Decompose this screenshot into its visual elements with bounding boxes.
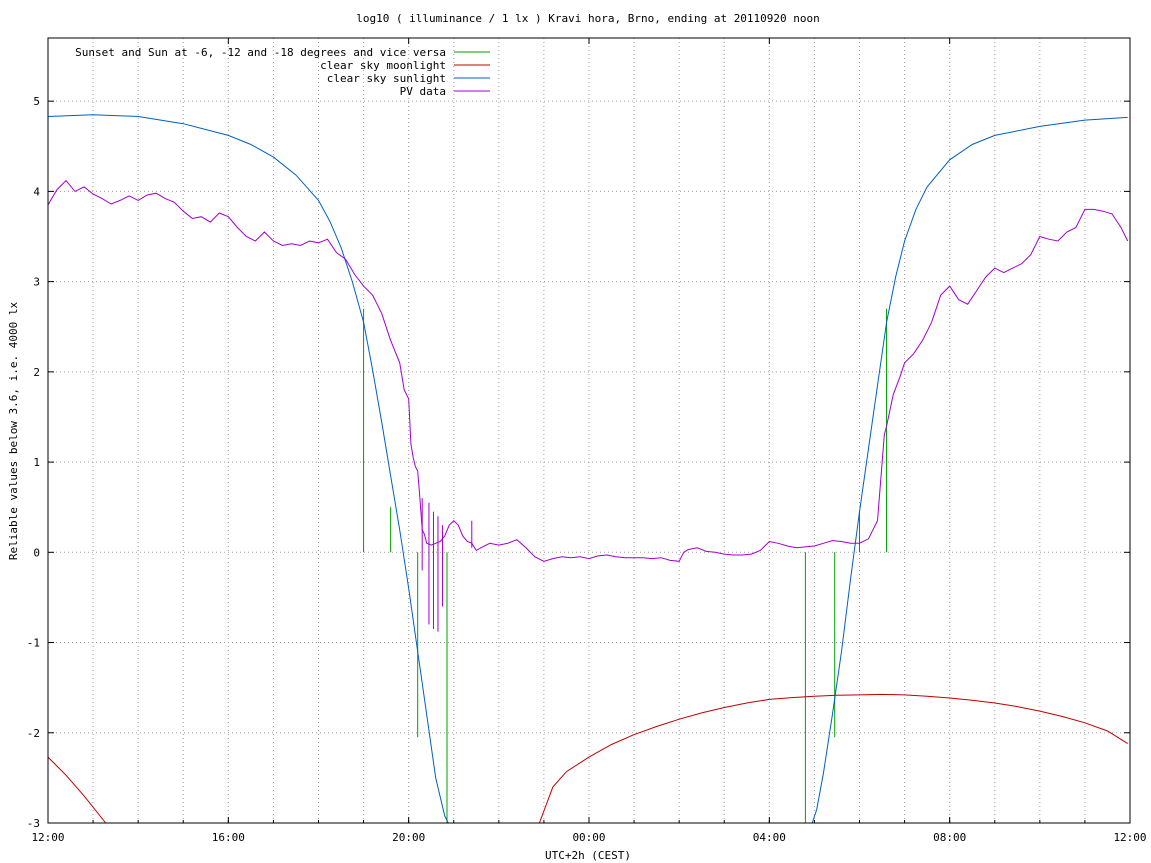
x-tick-label: 16:00 <box>212 831 245 844</box>
chart-title: log10 ( illuminance / 1 lx ) Kravi hora,… <box>356 12 820 25</box>
y-tick-label: 0 <box>33 546 40 559</box>
x-axis-label: UTC+2h (CEST) <box>545 849 631 862</box>
legend-label: clear sky moonlight <box>320 59 446 72</box>
series-line-clear-sky-moonlight <box>538 693 1128 824</box>
series-line-clear-sky-sunlight <box>811 116 1128 824</box>
axis-ticks: -3 -2 -1 0 1 2 3 4 5 12:00 16:00 20:00 00:00 04:00 08:… <box>27 38 1147 844</box>
y-tick-label: 3 <box>33 276 40 289</box>
legend: Sunset and Sun at -6, -12 and -18 degree… <box>75 46 490 98</box>
y-tick-label: -3 <box>27 817 40 830</box>
x-tick-label: 12:00 <box>1113 831 1146 844</box>
x-tick-label: 00:00 <box>572 831 605 844</box>
grid <box>48 38 1130 824</box>
y-tick-label: 5 <box>33 95 40 108</box>
legend-label: clear sky sunlight <box>327 72 446 85</box>
y-tick-label: 1 <box>33 456 40 469</box>
x-tick-label: 04:00 <box>753 831 786 844</box>
y-tick-label: -1 <box>27 637 40 650</box>
series-line-clear-sky-moonlight <box>47 756 107 824</box>
x-tick-label: 08:00 <box>933 831 966 844</box>
series-line-pv-data <box>47 179 1129 562</box>
legend-label: Sunset and Sun at -6, -12 and -18 degree… <box>75 46 446 59</box>
y-tick-label: -2 <box>27 727 40 740</box>
x-tick-label: 12:00 <box>31 831 64 844</box>
y-tick-label: 2 <box>33 366 40 379</box>
y-axis-label: Reliable values below 3.6, i.e. 4000 lx <box>7 301 20 560</box>
x-tick-label: 20:00 <box>392 831 425 844</box>
y-tick-label: 4 <box>33 185 40 198</box>
series-line-clear-sky-sunlight <box>47 114 449 824</box>
plot-area <box>47 114 1129 824</box>
legend-label: PV data <box>400 85 446 98</box>
